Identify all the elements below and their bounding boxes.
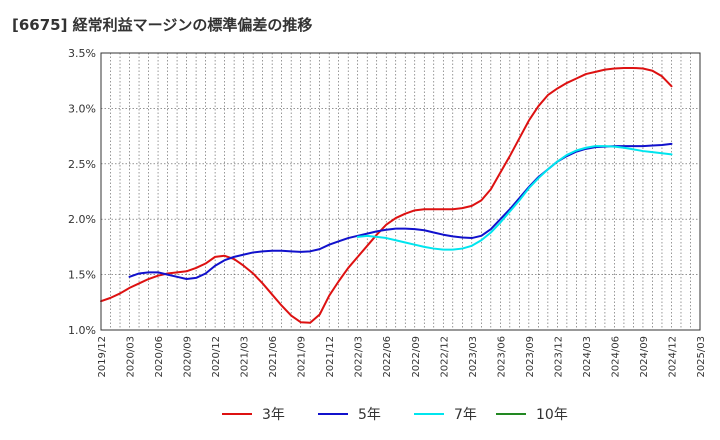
x-tick-label: 2024/03: [582, 336, 593, 378]
x-axis-ticks: 2019/12 2020/03 2020/06 2020/09 2020/12 2021/…: [97, 336, 707, 378]
x-tick-label: 2020/09: [183, 336, 194, 378]
grid: [101, 53, 700, 330]
x-tick-label: 2023/09: [525, 336, 536, 378]
x-tick-label: 2021/03: [240, 336, 251, 378]
x-tick-label: 2020/12: [211, 336, 222, 378]
y-tick-label: 3.0%: [68, 102, 96, 115]
x-tick-label: 2023/03: [468, 336, 479, 378]
x-tick-label: 2022/12: [439, 336, 450, 378]
plot-frame: [100, 52, 701, 331]
legend-label: 10年: [536, 407, 568, 423]
y-tick-label: 1.5%: [68, 269, 96, 282]
series-line: [128, 142, 673, 281]
x-tick-label: 2020/06: [154, 336, 165, 378]
x-tick-label: 2022/06: [382, 336, 393, 378]
legend-label: 5年: [358, 407, 381, 423]
x-tick-label: 2021/12: [325, 336, 336, 378]
x-tick-label: 2020/03: [126, 336, 137, 378]
chart-title: [6675] 経常利益マージンの標準偏差の推移: [12, 16, 313, 34]
x-tick-label: 2021/09: [297, 336, 308, 378]
series-lines: [100, 66, 673, 324]
y-tick-label: 2.5%: [68, 158, 96, 171]
y-tick-label: 2.0%: [68, 213, 96, 226]
x-tick-label: 2022/09: [411, 336, 422, 378]
legend: 3年 5年 7年 10年: [222, 407, 568, 423]
x-tick-label: 2019/12: [97, 336, 108, 378]
legend-label: 3年: [262, 407, 285, 423]
y-tick-label: 1.0%: [68, 324, 96, 337]
x-tick-label: 2021/06: [268, 336, 279, 378]
y-tick-label: 3.5%: [68, 47, 96, 60]
x-tick-label: 2024/12: [667, 336, 678, 378]
x-tick-label: 2023/06: [496, 336, 507, 378]
legend-label: 7年: [454, 407, 477, 423]
x-tick-label: 2024/06: [610, 336, 621, 378]
x-tick-label: 2022/03: [354, 336, 365, 378]
series-line: [100, 66, 673, 324]
series-line: [356, 145, 673, 251]
x-tick-label: 2024/09: [639, 336, 650, 378]
x-tick-label: 2023/12: [553, 336, 564, 378]
x-tick-label: 2025/03: [696, 336, 707, 378]
y-axis-ticks: 1.0% 1.5% 2.0% 2.5% 3.0% 3.5%: [68, 47, 96, 337]
